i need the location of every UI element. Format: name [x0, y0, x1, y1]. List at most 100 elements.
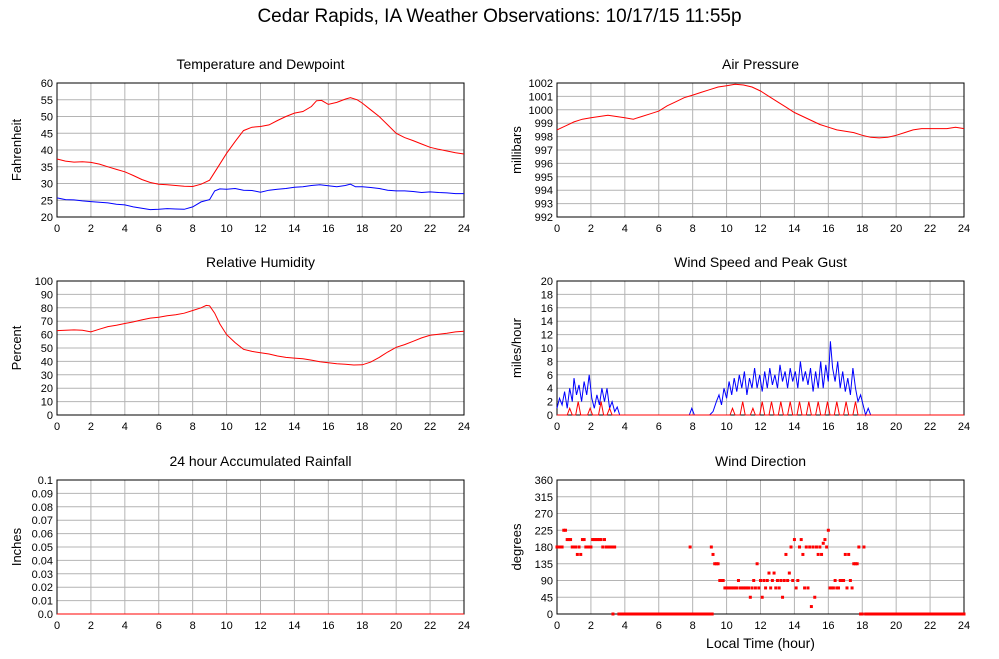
direction-point: [725, 586, 729, 590]
direction-point: [666, 612, 670, 616]
y-tick-label: 180: [535, 542, 553, 554]
direction-point: [869, 612, 873, 616]
direction-point: [637, 612, 641, 616]
plot-frame: [556, 280, 965, 416]
direction-point: [779, 579, 783, 582]
direction-point: [592, 538, 596, 542]
wind-series-line-1: [557, 401, 964, 416]
x-tick-label: 12: [754, 620, 766, 632]
y-tick-label: 50: [41, 112, 53, 124]
direction-point: [943, 612, 947, 616]
direction-point: [840, 579, 844, 582]
direction-point: [826, 528, 830, 532]
direction-point: [881, 612, 885, 616]
direction-point: [887, 612, 891, 616]
x-tick-label: 4: [622, 620, 628, 632]
y-tick-label: 0: [47, 410, 53, 422]
direction-point: [872, 612, 876, 616]
direction-point: [591, 538, 595, 542]
direction-point: [904, 612, 908, 616]
x-tick-label: 24: [958, 421, 970, 433]
panel-title: 24 hour Accumulated Rainfall: [169, 453, 351, 469]
direction-point: [814, 545, 818, 549]
direction-point: [738, 586, 742, 590]
direction-point: [681, 612, 685, 616]
direction-point: [622, 612, 626, 616]
y-tick-label: 14: [541, 316, 553, 328]
direction-point: [757, 586, 761, 590]
direction-point: [685, 612, 689, 616]
direction-point: [709, 545, 713, 549]
direction-point: [570, 545, 574, 549]
x-tick-label: 14: [788, 223, 800, 235]
x-tick-label: 20: [390, 421, 402, 433]
direction-point: [740, 586, 744, 590]
x-tick-label: 16: [322, 620, 334, 632]
y-tick-label: 25: [41, 195, 53, 207]
direction-point: [567, 538, 571, 542]
direction-point: [582, 538, 586, 542]
direction-point: [853, 562, 857, 566]
direction-point: [818, 545, 822, 549]
direction-point: [892, 612, 896, 616]
direction-point: [923, 612, 927, 616]
y-tick-label: 50: [41, 343, 53, 355]
y-tick-label: 0.1: [38, 475, 53, 487]
direction-point: [705, 612, 709, 616]
y-tick-label: 270: [535, 509, 553, 521]
direction-point: [708, 612, 712, 616]
direction-point: [634, 612, 638, 616]
x-tick-label: 20: [890, 620, 902, 632]
y-tick-label: 999: [535, 118, 553, 130]
y-tick-label: 18: [541, 289, 553, 301]
y-axis-label: Inches: [9, 527, 24, 566]
direction-point: [906, 612, 910, 616]
direction-point: [765, 579, 769, 582]
y-axis-label: degrees: [509, 523, 524, 570]
direction-point: [721, 579, 725, 582]
direction-point: [587, 545, 591, 549]
direction-point: [947, 612, 951, 616]
y-tick-label: 994: [535, 185, 553, 197]
page-title: Cedar Rapids, IA Weather Observations: 1…: [257, 6, 742, 27]
direction-point: [669, 612, 673, 616]
direction-point: [639, 612, 643, 616]
direction-point: [886, 612, 890, 616]
y-tick-label: 6: [547, 370, 553, 382]
direction-point: [862, 545, 866, 549]
panel-title: Relative Humidity: [206, 254, 315, 270]
direction-point: [950, 612, 954, 616]
direction-point: [787, 571, 791, 575]
direction-point: [952, 612, 956, 616]
x-tick-label: 10: [720, 223, 732, 235]
direction-point: [962, 612, 966, 616]
direction-point: [913, 612, 917, 616]
x-tick-label: 4: [622, 421, 628, 433]
direction-point: [743, 586, 747, 590]
direction-point: [711, 552, 715, 556]
direction-point: [845, 586, 849, 590]
direction-point: [933, 612, 937, 616]
pressure-series-line-0: [556, 83, 965, 139]
direction-point: [558, 545, 562, 549]
direction-point: [649, 612, 653, 616]
direction-point: [823, 538, 827, 542]
direction-point: [726, 586, 730, 590]
x-tick-label: 14: [788, 421, 800, 433]
x-tick-label: 0: [54, 223, 60, 235]
x-tick-label: 0: [554, 223, 560, 235]
direction-point: [928, 612, 932, 616]
x-tick-label: 2: [88, 421, 94, 433]
direction-point: [698, 612, 702, 616]
temp-chart: 0 2 4 6 8 10 12 14 16 18 20 22 24202530354045505560T…: [9, 56, 470, 235]
direction-point: [937, 612, 941, 616]
direction-point: [896, 612, 900, 616]
direction-point: [625, 612, 629, 616]
direction-point: [733, 586, 737, 590]
direction-point: [855, 562, 859, 566]
direction-point: [586, 545, 590, 549]
x-tick-label: 18: [856, 421, 868, 433]
x-tick-label: 8: [190, 223, 196, 235]
x-tick-label: 6: [656, 421, 662, 433]
panel-title: Wind Direction: [715, 453, 806, 469]
